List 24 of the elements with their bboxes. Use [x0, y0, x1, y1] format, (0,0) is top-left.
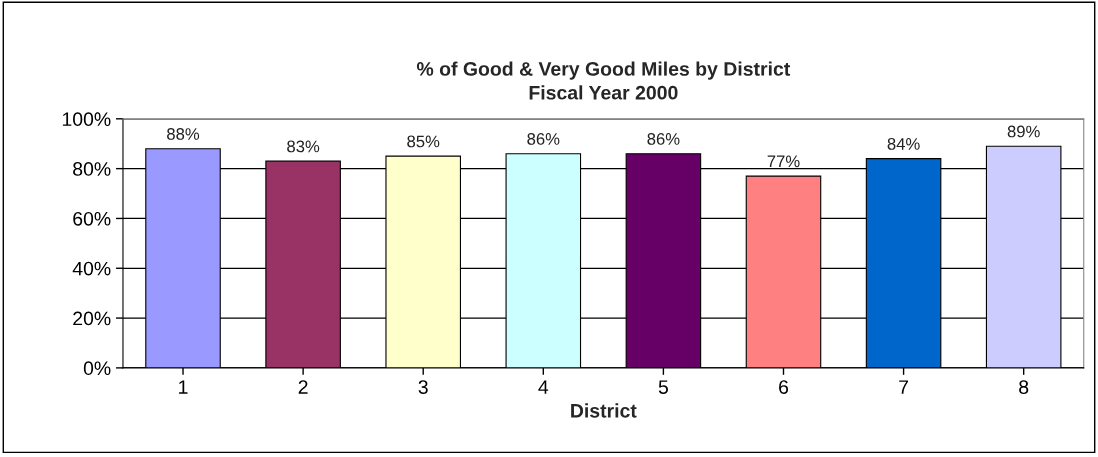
x-tick-label: 1 — [179, 380, 188, 394]
y-tick-label: 0% — [83, 361, 111, 376]
data-label: 83% — [287, 140, 320, 153]
x-tick-label: 7 — [899, 380, 909, 394]
data-label: 86% — [647, 133, 680, 145]
y-tick-label: 20% — [73, 311, 111, 326]
data-label: 88% — [167, 128, 200, 140]
chart-title: % of Good & Very Good Miles by District Fiscal Year 2000 — [416, 61, 791, 100]
x-tick-label: 6 — [779, 380, 789, 394]
y-tick-label: 100% — [62, 112, 111, 127]
x-tick-label: 2 — [298, 380, 308, 394]
y-tick-label: 40% — [72, 261, 111, 276]
x-tick-label: 5 — [658, 380, 668, 394]
data-label: 77% — [767, 155, 800, 168]
y-tick-label: 60% — [73, 211, 111, 226]
y-tick-label: 80% — [73, 162, 111, 176]
x-tick-label: 3 — [418, 380, 428, 394]
data-label: 85% — [407, 135, 440, 148]
x-axis-title: District — [571, 403, 637, 418]
x-tick-label: 4 — [538, 380, 549, 394]
data-label: 84% — [887, 138, 920, 150]
x-tick-label: 8 — [1019, 380, 1029, 394]
data-label: 86% — [527, 133, 560, 145]
data-label: 89% — [1007, 125, 1040, 138]
